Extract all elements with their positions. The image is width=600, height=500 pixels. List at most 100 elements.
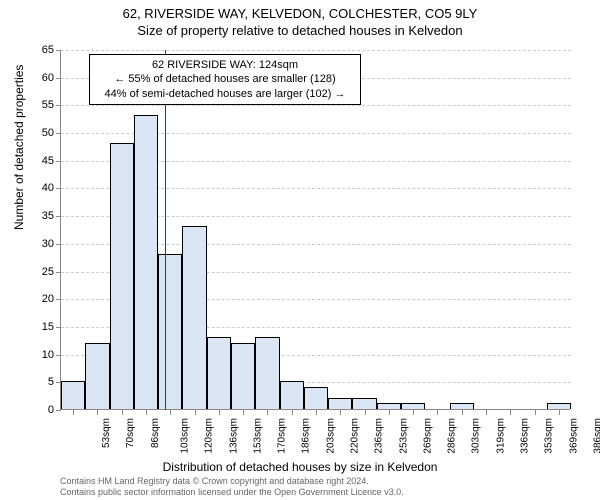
ytick-mark bbox=[56, 272, 61, 273]
xtick-mark bbox=[170, 410, 171, 415]
ytick-mark bbox=[56, 105, 61, 106]
xtick-mark bbox=[365, 410, 366, 415]
xtick-label: 386sqm bbox=[592, 418, 600, 454]
xtick-mark bbox=[510, 410, 511, 415]
xtick-mark bbox=[437, 410, 438, 415]
xtick-mark bbox=[243, 410, 244, 415]
ytick-mark bbox=[56, 50, 61, 51]
histogram-bar bbox=[158, 254, 182, 409]
ytick-mark bbox=[56, 410, 61, 411]
xtick-label: 170sqm bbox=[277, 418, 288, 454]
xtick-mark bbox=[73, 410, 74, 415]
histogram-bar bbox=[401, 403, 425, 409]
xtick-label: 286sqm bbox=[447, 418, 458, 454]
histogram-bar bbox=[547, 403, 571, 409]
annotation-line3: 44% of semi-detached houses are larger (… bbox=[95, 87, 355, 101]
xtick-label: 53sqm bbox=[101, 418, 112, 448]
xtick-mark bbox=[292, 410, 293, 415]
histogram-bar bbox=[207, 337, 231, 409]
annotation-line2: ← 55% of detached houses are smaller (12… bbox=[95, 72, 355, 86]
ytick-label: 5 bbox=[24, 376, 54, 388]
xtick-label: 336sqm bbox=[520, 418, 531, 454]
xtick-label: 153sqm bbox=[252, 418, 263, 454]
ytick-mark bbox=[56, 78, 61, 79]
ytick-label: 45 bbox=[24, 155, 54, 167]
ytick-mark bbox=[56, 133, 61, 134]
xtick-mark bbox=[219, 410, 220, 415]
ytick-mark bbox=[56, 216, 61, 217]
xtick-label: 120sqm bbox=[204, 418, 215, 454]
ytick-mark bbox=[56, 188, 61, 189]
xtick-mark bbox=[389, 410, 390, 415]
plot-region: 62 RIVERSIDE WAY: 124sqm← 55% of detache… bbox=[60, 50, 570, 410]
xtick-mark bbox=[267, 410, 268, 415]
ytick-mark bbox=[56, 299, 61, 300]
histogram-bar bbox=[61, 381, 85, 409]
ytick-label: 50 bbox=[24, 127, 54, 139]
ytick-label: 65 bbox=[24, 44, 54, 56]
histogram-bar bbox=[377, 403, 401, 409]
ytick-label: 55 bbox=[24, 99, 54, 111]
histogram-bar bbox=[304, 387, 328, 409]
footer-attribution: Contains HM Land Registry data © Crown c… bbox=[60, 476, 404, 498]
xtick-label: 253sqm bbox=[398, 418, 409, 454]
histogram-bar bbox=[231, 343, 255, 409]
histogram-bar bbox=[85, 343, 109, 409]
chart-container: 62, RIVERSIDE WAY, KELVEDON, COLCHESTER,… bbox=[0, 0, 600, 500]
histogram-bar bbox=[328, 398, 352, 409]
ytick-label: 25 bbox=[24, 266, 54, 278]
x-axis-label: Distribution of detached houses by size … bbox=[0, 460, 600, 474]
xtick-label: 319sqm bbox=[495, 418, 506, 454]
xtick-mark bbox=[462, 410, 463, 415]
ytick-label: 30 bbox=[24, 238, 54, 250]
ytick-mark bbox=[56, 355, 61, 356]
chart-area: 62 RIVERSIDE WAY: 124sqm← 55% of detache… bbox=[60, 50, 570, 410]
annotation-box: 62 RIVERSIDE WAY: 124sqm← 55% of detache… bbox=[89, 54, 361, 105]
xtick-mark bbox=[486, 410, 487, 415]
xtick-mark bbox=[316, 410, 317, 415]
histogram-bar bbox=[134, 115, 158, 409]
xtick-label: 186sqm bbox=[301, 418, 312, 454]
xtick-label: 236sqm bbox=[374, 418, 385, 454]
ytick-label: 20 bbox=[24, 293, 54, 305]
ytick-label: 60 bbox=[24, 72, 54, 84]
histogram-bar bbox=[110, 143, 134, 409]
ytick-label: 15 bbox=[24, 321, 54, 333]
xtick-label: 203sqm bbox=[325, 418, 336, 454]
histogram-bar bbox=[255, 337, 279, 409]
xtick-label: 269sqm bbox=[422, 418, 433, 454]
y-axis-label: Number of detached properties bbox=[12, 65, 26, 230]
footer-line1: Contains HM Land Registry data © Crown c… bbox=[60, 476, 404, 487]
gridline-h bbox=[61, 105, 571, 106]
xtick-mark bbox=[146, 410, 147, 415]
histogram-bar bbox=[182, 226, 206, 409]
histogram-bar bbox=[352, 398, 376, 409]
annotation-line1: 62 RIVERSIDE WAY: 124sqm bbox=[95, 58, 355, 72]
ytick-label: 10 bbox=[24, 349, 54, 361]
histogram-bar bbox=[280, 381, 304, 409]
xtick-label: 303sqm bbox=[471, 418, 482, 454]
xtick-label: 369sqm bbox=[568, 418, 579, 454]
xtick-mark bbox=[535, 410, 536, 415]
ytick-mark bbox=[56, 161, 61, 162]
chart-title-line2: Size of property relative to detached ho… bbox=[0, 21, 600, 38]
xtick-label: 220sqm bbox=[350, 418, 361, 454]
xtick-label: 70sqm bbox=[125, 418, 136, 448]
ytick-label: 35 bbox=[24, 210, 54, 222]
footer-line2: Contains public sector information licen… bbox=[60, 487, 404, 498]
chart-title-line1: 62, RIVERSIDE WAY, KELVEDON, COLCHESTER,… bbox=[0, 0, 600, 21]
ytick-mark bbox=[56, 327, 61, 328]
xtick-mark bbox=[559, 410, 560, 415]
ytick-label: 0 bbox=[24, 404, 54, 416]
xtick-mark bbox=[413, 410, 414, 415]
ytick-mark bbox=[56, 244, 61, 245]
xtick-mark bbox=[340, 410, 341, 415]
gridline-h bbox=[61, 50, 571, 51]
xtick-label: 103sqm bbox=[180, 418, 191, 454]
xtick-mark bbox=[97, 410, 98, 415]
xtick-mark bbox=[195, 410, 196, 415]
histogram-bar bbox=[450, 403, 474, 409]
ytick-label: 40 bbox=[24, 182, 54, 194]
xtick-label: 136sqm bbox=[228, 418, 239, 454]
xtick-label: 86sqm bbox=[150, 418, 161, 448]
